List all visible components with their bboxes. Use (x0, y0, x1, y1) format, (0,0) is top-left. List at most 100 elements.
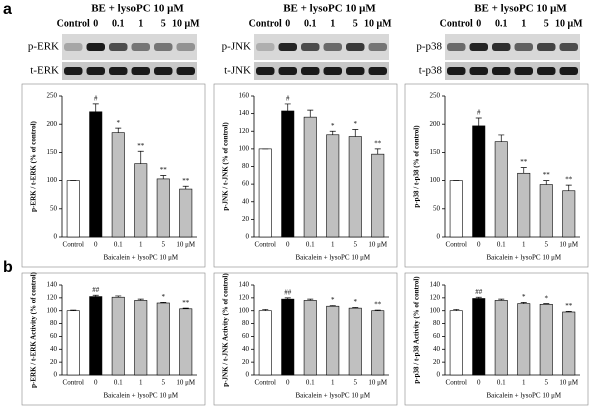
error-bar (475, 117, 482, 126)
error-bar (565, 311, 572, 312)
y-tick-label: 0 (437, 371, 441, 379)
bar (371, 153, 385, 238)
significance-mark: * (354, 298, 358, 306)
error-bar (284, 103, 291, 111)
significance-mark: * (331, 296, 335, 304)
x-tick-label: 10 μM (176, 241, 196, 249)
blot-row-label: p-ERK (28, 41, 59, 53)
error-bar (92, 103, 99, 112)
y-tick-label: 100 (47, 306, 58, 314)
error-bar (329, 305, 336, 307)
bar (179, 308, 193, 376)
error-bar (329, 130, 336, 135)
blot-band (559, 43, 578, 51)
significance-mark: ## (284, 288, 292, 296)
x-axis-label: Baicalein + lysoPC 10 μM (295, 254, 370, 262)
x-tick-label: 0 (477, 379, 481, 387)
blot-image (254, 62, 389, 80)
lane-label: Control (440, 18, 473, 29)
lane-label: 0 (285, 18, 290, 29)
y-tick-label: 40 (433, 345, 441, 353)
blot-image (445, 62, 580, 80)
y-tick-label: 100 (239, 306, 250, 314)
blot-band (109, 67, 128, 75)
significance-mark: ** (137, 142, 145, 150)
blot-band (492, 43, 511, 51)
x-tick-label: 0 (94, 379, 98, 387)
y-tick-label: 100 (239, 144, 250, 152)
y-tick-label: 0 (54, 233, 58, 241)
lane-label: 0 (476, 18, 481, 29)
y-tick-label: 80 (433, 319, 441, 327)
x-tick-label: 10 μM (559, 379, 579, 387)
error-bar (352, 307, 359, 309)
lane-label: 1 (330, 18, 335, 29)
y-tick-label: 120 (239, 127, 250, 135)
x-tick-label: 5 (162, 241, 166, 249)
blot-image (254, 34, 389, 60)
bar (66, 180, 80, 238)
y-tick-label: 0 (54, 371, 58, 379)
blot-band (559, 67, 578, 75)
blot-band (323, 67, 342, 75)
blot-band (256, 43, 275, 51)
bar (281, 298, 295, 376)
blot-band (256, 67, 275, 75)
bar (111, 296, 125, 376)
x-tick-label: 0 (94, 241, 98, 249)
plot-frame (21, 83, 206, 268)
x-tick-label: 0 (477, 241, 481, 249)
bar (517, 172, 531, 238)
error-bar (115, 295, 122, 298)
x-tick-label: 0.1 (497, 379, 506, 387)
blot-band (86, 43, 105, 51)
x-tick-label: 5 (354, 379, 358, 387)
x-tick-label: Control (255, 379, 276, 387)
blot-band (154, 67, 173, 75)
plot-frame (21, 272, 206, 406)
bar (348, 136, 362, 238)
y-tick-label: 100 (430, 306, 441, 314)
blot-band (469, 43, 488, 51)
error-bar (453, 309, 460, 311)
blot-band (301, 43, 320, 51)
panel-label: a (3, 1, 12, 18)
blot-band (176, 67, 195, 75)
bar (326, 134, 340, 238)
blot-row-label: t-p38 (419, 65, 443, 77)
bar (348, 307, 362, 376)
error-bar (284, 297, 291, 300)
error-bar (374, 309, 381, 311)
bar (156, 302, 170, 376)
significance-mark: ** (565, 176, 573, 184)
y-tick-label: 140 (239, 281, 250, 289)
bar (326, 305, 340, 376)
blot-band (176, 43, 195, 51)
y-tick-label: 50 (433, 204, 441, 212)
bar (281, 110, 295, 238)
y-tick-label: 60 (242, 332, 250, 340)
error-bar (160, 175, 167, 179)
error-bar (160, 302, 167, 303)
y-tick-label: 40 (242, 345, 250, 353)
blot-band (447, 43, 466, 51)
error-bar (307, 298, 314, 301)
significance-mark: # (286, 95, 290, 103)
significance-mark: * (354, 120, 358, 128)
error-bar (262, 309, 269, 311)
x-tick-label: 1 (522, 241, 526, 249)
error-bar (70, 309, 77, 311)
blot-band (537, 67, 556, 75)
error-bar (352, 129, 359, 137)
x-tick-label: 0.1 (306, 379, 315, 387)
error-bar (498, 298, 505, 301)
blot-band (537, 43, 556, 51)
bar (449, 310, 463, 376)
y-tick-label: 0 (437, 233, 441, 241)
y-tick-label: 50 (50, 204, 58, 212)
error-bar (182, 307, 189, 309)
plot-frame (404, 272, 589, 406)
y-tick-label: 150 (47, 148, 58, 156)
bar (258, 148, 272, 238)
